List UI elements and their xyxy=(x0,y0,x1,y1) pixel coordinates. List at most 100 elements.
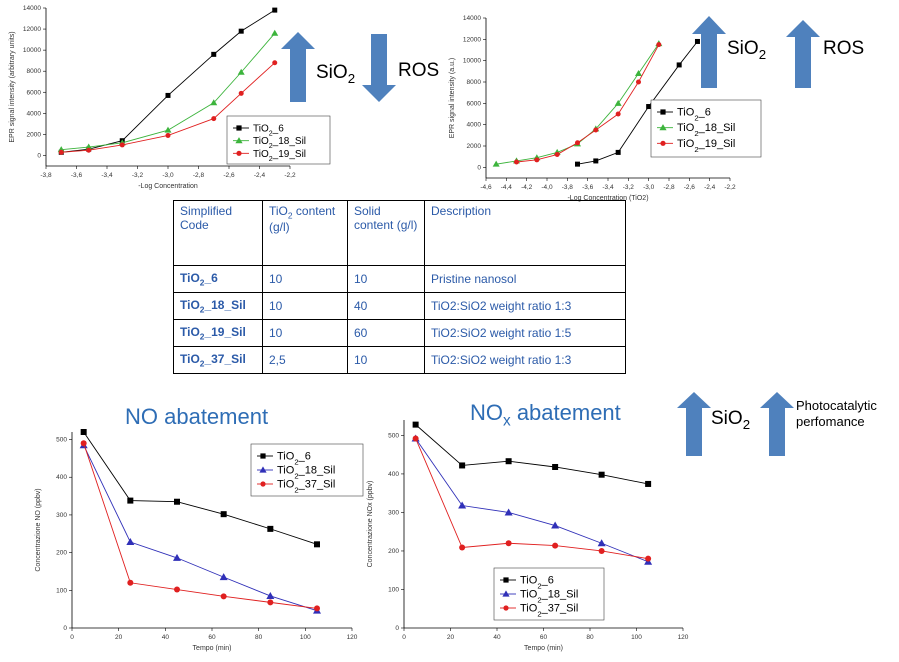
sio2-up-arrow-bottom-icon xyxy=(677,392,711,456)
data-point xyxy=(504,508,513,516)
ros-down-arrow-icon xyxy=(362,34,396,102)
x-tick-label: -4,0 xyxy=(541,184,553,191)
y-tick-label: 300 xyxy=(388,509,399,516)
legend-entry: TiO2_18_Sil xyxy=(277,465,335,481)
x-tick-label: -2,4 xyxy=(704,184,716,191)
x-tick-label: -4,4 xyxy=(501,184,513,191)
x-tick-label: 120 xyxy=(347,634,358,641)
data-point xyxy=(656,42,662,48)
row-tio2: 10 xyxy=(262,319,348,347)
data-point xyxy=(593,127,599,133)
data-point xyxy=(85,143,93,150)
x-tick-label: -3,8 xyxy=(562,184,574,191)
header-tio2-content: TiO2 content (g/l) xyxy=(262,200,348,266)
x-tick-label: 100 xyxy=(300,634,311,641)
y-tick-label: 200 xyxy=(56,550,67,557)
data-point xyxy=(598,547,605,554)
legend-marker xyxy=(260,453,266,459)
x-tick-label: 0 xyxy=(70,634,74,641)
legend-marker xyxy=(503,577,509,583)
x-tick-label: -3,8 xyxy=(40,172,52,179)
data-point xyxy=(220,593,227,600)
legend-entry: TiO2_18_Sil xyxy=(677,122,735,138)
data-point xyxy=(614,99,622,106)
data-point xyxy=(492,160,500,167)
data-point xyxy=(575,161,580,167)
sio2-label-bottom: SiO2 xyxy=(711,408,751,432)
legend-marker xyxy=(502,590,510,597)
x-tick-label: -3,2 xyxy=(132,172,144,179)
row-desc: TiO2:SiO2 weight ratio 1:5 xyxy=(424,319,626,347)
y-tick-label: 0 xyxy=(37,152,41,159)
y-tick-label: 400 xyxy=(56,474,67,481)
data-point xyxy=(645,480,652,487)
row-solid: 60 xyxy=(347,319,425,347)
data-point xyxy=(534,157,540,163)
ros-label-top-left: ROS xyxy=(398,60,440,81)
data-point xyxy=(615,149,621,155)
data-point xyxy=(211,116,217,122)
data-point xyxy=(459,462,466,469)
data-point xyxy=(314,605,320,612)
data-point xyxy=(552,542,559,549)
data-point xyxy=(593,158,599,164)
y-tick-label: 0 xyxy=(477,164,481,171)
legend-entry: TiO2_37_Sil xyxy=(520,603,578,619)
x-tick-label: 80 xyxy=(255,634,263,641)
data-point xyxy=(127,579,134,586)
x-tick-label: 60 xyxy=(208,634,216,641)
data-point xyxy=(514,159,519,165)
chart-2: -4,6 -4,4 -4,2 -4,0 -3,8 -3,6 -3,4 -3,2 -3,0 -2,8… xyxy=(449,15,762,202)
data-point xyxy=(174,498,180,505)
x-axis-label: -Log Concentration xyxy=(138,183,198,190)
header-solid-content: Solid content (g/l) xyxy=(347,200,425,266)
table-row: TiO2_18_Sil 10 40 TiO2:SiO2 weight ratio… xyxy=(173,292,626,320)
series-line xyxy=(83,444,318,612)
x-tick-label: -2,4 xyxy=(254,172,266,179)
x-tick-label: -3,6 xyxy=(71,172,83,179)
y-tick-label: 300 xyxy=(56,512,67,519)
legend-entry: TiO2_19_Sil xyxy=(253,149,306,163)
data-point xyxy=(165,132,171,138)
data-point xyxy=(267,599,274,606)
data-point xyxy=(552,463,559,470)
data-point xyxy=(597,539,606,547)
data-point xyxy=(173,553,181,561)
data-point xyxy=(238,28,244,34)
y-tick-label: 4000 xyxy=(467,122,482,129)
sio2-up-arrow-icon xyxy=(281,32,315,102)
header-simplified-code: Simplified Code xyxy=(173,200,263,266)
row-desc: TiO2:SiO2 weight ratio 1:3 xyxy=(424,346,626,374)
legend-marker xyxy=(236,125,242,131)
data-point xyxy=(126,538,135,546)
row-code: TiO2_18_Sil xyxy=(173,292,263,320)
x-tick-label: 80 xyxy=(586,634,594,641)
x-tick-label: -2,8 xyxy=(193,172,205,179)
y-tick-label: 10000 xyxy=(463,58,481,65)
data-point xyxy=(272,7,278,13)
data-point xyxy=(165,92,171,98)
sio2-up-arrow-top-right-icon xyxy=(692,16,726,88)
data-point xyxy=(459,544,466,551)
y-tick-label: 8000 xyxy=(467,79,482,86)
row-code: TiO2_6 xyxy=(173,265,263,293)
x-tick-label: 0 xyxy=(402,634,406,641)
header-description: Description xyxy=(424,200,626,266)
legend-entry: TiO2_6 xyxy=(677,107,711,123)
y-tick-label: 12000 xyxy=(23,26,41,33)
data-point xyxy=(314,541,320,548)
data-point xyxy=(127,497,134,504)
data-point xyxy=(551,521,560,529)
chart-1: -3,8 -3,6 -3,4 -3,2 -3,0 -2,8 -2,6 -2,4 -2,2 0 200… xyxy=(9,5,331,190)
data-point xyxy=(238,90,244,96)
no-abatement-title: NO abatement xyxy=(125,404,269,429)
x-tick-label: -3,4 xyxy=(602,184,614,191)
sio2-label-top-right: SiO2 xyxy=(727,38,767,62)
legend-marker xyxy=(235,137,243,144)
chart-3: 0 20 40 60 80 100 120 0 100 200 300 400 500 Tempo (mi… xyxy=(35,429,364,652)
data-point xyxy=(676,62,682,68)
photocatalytic-up-arrow-icon xyxy=(760,392,794,456)
data-point xyxy=(636,79,641,85)
